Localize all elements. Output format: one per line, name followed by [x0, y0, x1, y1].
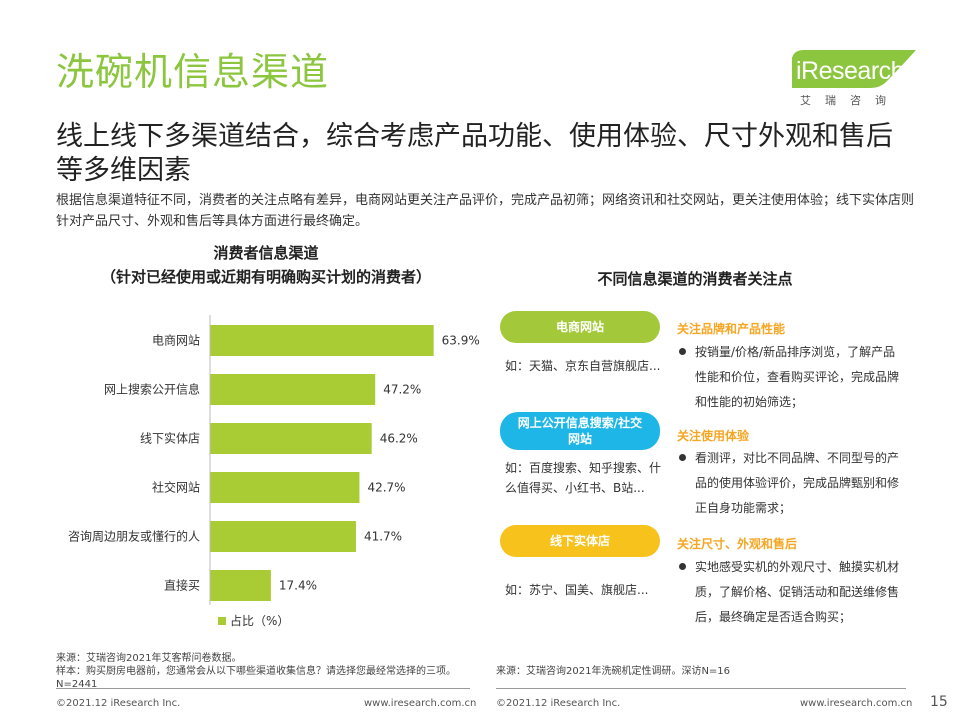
iresearch-logo: iResearch 艾瑞咨询	[790, 48, 920, 110]
logo-chinese-name: 艾瑞咨询	[800, 94, 900, 107]
headline: 线上线下多渠道结合，综合考虑产品功能、使用体验、尺寸外观和售后等多维因素	[56, 121, 893, 186]
source-note-left: 来源：艾瑞咨询2021年艾客帮问卷数据。 样本：购买厨房电器前，您通常会从以下哪…	[56, 653, 456, 690]
category-label: 直接买	[164, 578, 200, 593]
logo-leaf-icon	[792, 50, 916, 88]
footer-copyright-left: ©2021.12 iResearch Inc.	[56, 698, 181, 709]
category-label: 电商网站	[152, 333, 200, 348]
logo-wordmark: iResearch	[796, 57, 905, 85]
bar-2	[210, 423, 372, 454]
value-label: 17.4%	[279, 579, 317, 593]
value-label: 42.7%	[367, 481, 405, 495]
source-note-right: 来源：艾瑞咨询2021年洗碗机定性调研。深访N=16	[496, 666, 731, 677]
page-number: 15	[930, 694, 948, 710]
channel-desc-offline-store: 如：苏宁、国美、旗舰店...	[505, 583, 649, 597]
bar-4	[210, 521, 356, 552]
chart-title: 消费者信息渠道	[213, 244, 319, 262]
focus-title-experience: 关注使用体验	[677, 429, 750, 443]
category-label: 网上搜索公开信息	[104, 382, 200, 397]
focus-point: 按销量/价格/新品排序浏览，了解产品性能和价位，查看购买评论，完成品牌和性能的初…	[677, 340, 902, 415]
channel-desc-ecommerce: 如：天猫、京东自营旗舰店...	[505, 359, 661, 373]
channel-pill-online-search: 网上公开信息搜索/社交网站	[500, 412, 660, 450]
focus-list-experience: 看测评，对比不同品牌、不同型号的产品的使用体验评价，完成品牌甄别和修正自身功能需…	[677, 446, 902, 521]
bar-3	[210, 472, 360, 503]
focus-list-size: 实地感受实机的外观尺寸、触摸实机材质，了解价格、促销活动和配送维修售后，最终确定…	[677, 555, 902, 630]
bar-0	[210, 325, 434, 356]
channel-bar-chart: 电商网站 63.9% 网上搜索公开信息 47.2% 线下实体店 46.2% 社交网站 42.7…	[68, 315, 480, 628]
footer-url-left[interactable]: www.iresearch.com.cn	[364, 698, 477, 709]
category-label: 社交网站	[152, 480, 200, 495]
focus-title-size: 关注尺寸、外观和售后	[677, 537, 798, 551]
value-label: 41.7%	[364, 530, 402, 544]
focus-list-brand: 按销量/价格/新品排序浏览，了解产品性能和价位，查看购买评论，完成品牌和性能的初…	[677, 340, 902, 415]
legend-label: 占比（%）	[230, 613, 289, 628]
footer-copyright-right: ©2021.12 iResearch Inc.	[496, 698, 621, 709]
bar-5	[210, 570, 271, 601]
intro-paragraph: 根据信息渠道特征不同，消费者的关注点略有差异，电商网站更关注产品评价，完成产品初…	[56, 193, 915, 229]
chart-subtitle: （针对已经使用或近期有明确购买计划的消费者）	[100, 268, 431, 286]
footer-divider-left	[56, 688, 470, 689]
focus-title-brand: 关注品牌和产品性能	[677, 322, 786, 336]
channel-pill-offline-store: 线下实体店	[500, 525, 660, 557]
value-label: 47.2%	[383, 383, 421, 397]
right-panel-title: 不同信息渠道的消费者关注点	[597, 270, 793, 288]
focus-point: 看测评，对比不同品牌、不同型号的产品的使用体验评价，完成品牌甄别和修正自身功能需…	[677, 446, 902, 521]
value-label: 63.9%	[442, 334, 480, 348]
value-label: 46.2%	[380, 432, 418, 446]
page-title: 洗碗机信息渠道	[56, 50, 330, 94]
channel-pill-ecommerce: 电商网站	[500, 311, 660, 343]
category-label: 咨询周边朋友或懂行的人	[68, 529, 200, 544]
legend-swatch	[218, 617, 226, 625]
footer-url-right[interactable]: www.iresearch.com.cn	[800, 698, 913, 709]
category-label: 线下实体店	[140, 431, 200, 446]
channel-desc-online-search: 如：百度搜索、知乎搜索、什么值得买、小红书、B站...	[505, 461, 662, 495]
footer-divider-right	[496, 688, 906, 689]
focus-point: 实地感受实机的外观尺寸、触摸实机材质，了解价格、促销活动和配送维修售后，最终确定…	[677, 555, 902, 630]
bar-1	[210, 374, 376, 405]
